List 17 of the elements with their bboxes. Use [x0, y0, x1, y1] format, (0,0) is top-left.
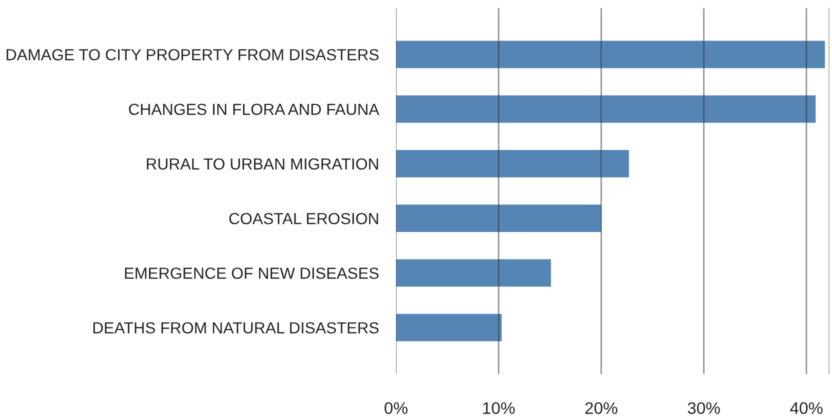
y-tick-label: COASTAL EROSION — [229, 212, 378, 224]
x-tick-label: 20% — [585, 402, 618, 414]
x-tick-label: 40% — [790, 402, 823, 414]
x-tick-label: 30% — [688, 402, 720, 414]
y-tick-label: RURAL TO URBAN MIGRATION — [146, 158, 378, 170]
bar — [396, 150, 629, 178]
x-tick-label: 0% — [384, 402, 408, 414]
bar — [396, 40, 825, 68]
x-tick-label: 10% — [483, 402, 515, 414]
y-tick-label: DAMAGE TO CITY PROPERTY FROM DISASTERS — [6, 49, 379, 60]
bar — [396, 204, 602, 232]
bar — [396, 314, 502, 342]
y-tick-label: DEATHS FROM NATURAL DISASTERS — [93, 322, 379, 334]
bar — [396, 95, 816, 123]
y-tick-label: EMERGENCE OF NEW DISEASES — [125, 268, 379, 279]
bar — [396, 259, 551, 287]
y-tick-label: CHANGES IN FLORA AND FAUNA — [128, 104, 380, 116]
